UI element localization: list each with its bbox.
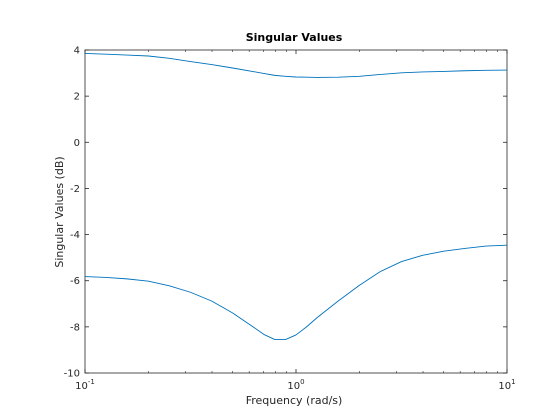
chart-title: Singular Values [246,31,343,44]
x-tick-exponent: 0 [300,378,304,386]
axis-ticks [84,49,508,374]
x-tick-base: 10 [498,381,511,392]
y-tick-labels: -10 -8 -6 -4 -2 0 2 4 [64,46,80,380]
y-tick-label: 0 [74,138,80,149]
series-line-2 [84,244,508,340]
series-group [84,53,508,340]
series-line-1 [84,53,508,78]
x-tick-base: 10 [287,381,300,392]
x-tick-labels: 10-1 100 101 [75,378,515,392]
x-axis-label: Frequency (rad/s) [246,394,343,407]
x-tick-exponent: 1 [511,378,515,386]
x-tick-label: 10-1 [75,378,95,392]
y-tick-label: 4 [74,46,80,57]
y-tick-label: 2 [74,92,80,103]
plot-area [84,49,508,374]
y-axis-label: Singular Values (dB) [53,156,66,267]
y-tick-label: -10 [64,369,80,380]
x-tick-label: 101 [498,378,515,392]
x-tick-base: 10 [75,381,88,392]
y-tick-label: -8 [70,322,80,333]
x-tick-label: 100 [287,378,304,392]
x-tick-exponent: -1 [88,378,95,386]
y-tick-label: -2 [70,184,80,195]
y-tick-label: -6 [70,276,80,287]
y-tick-label: -4 [70,230,80,241]
